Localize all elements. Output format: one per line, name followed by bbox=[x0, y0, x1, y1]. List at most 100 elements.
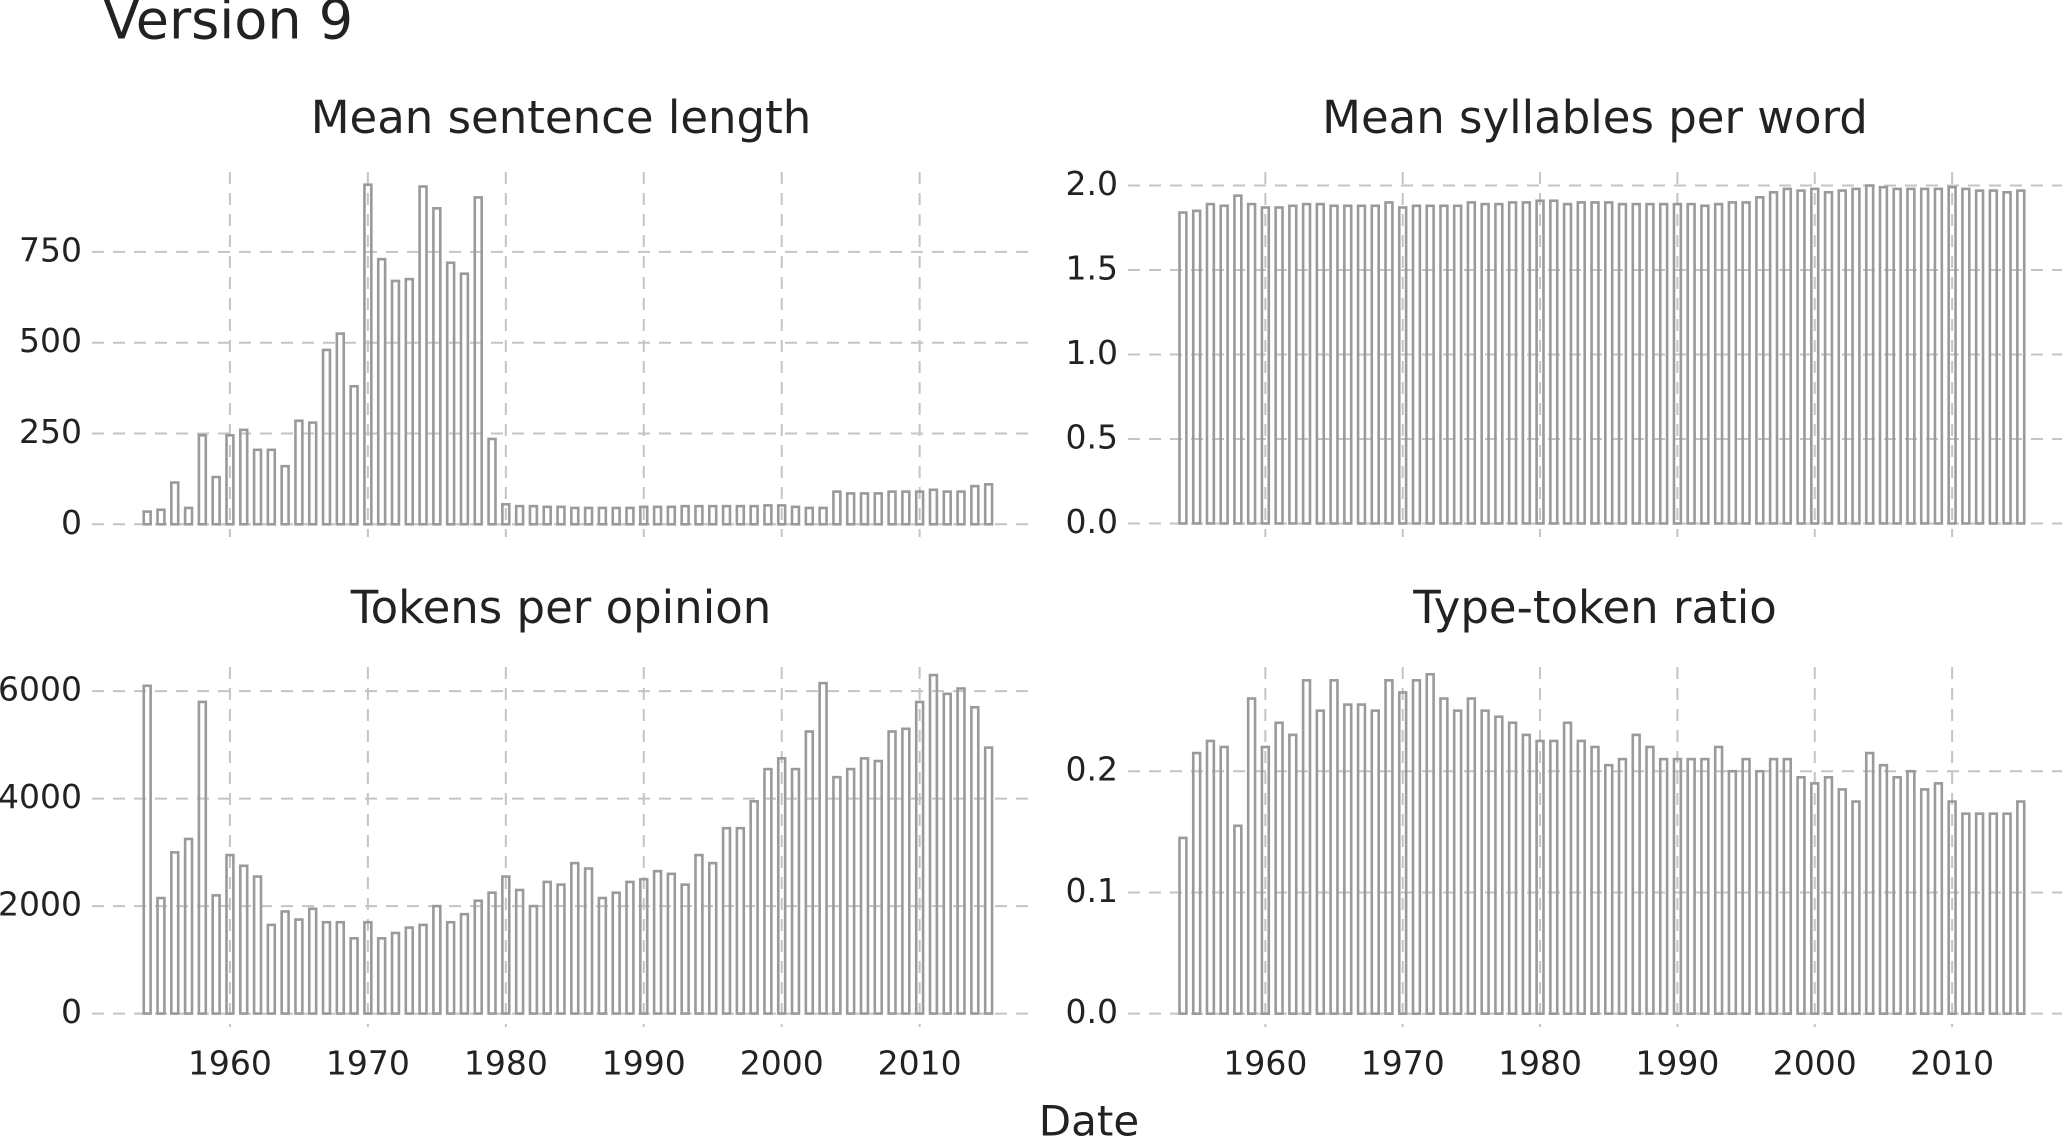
bar bbox=[804, 506, 815, 526]
bar bbox=[528, 504, 539, 526]
bar bbox=[1549, 199, 1559, 525]
bar bbox=[1233, 824, 1243, 1015]
bar bbox=[1768, 190, 1779, 525]
bar bbox=[597, 896, 608, 1015]
bar bbox=[694, 853, 704, 1015]
bar bbox=[1604, 763, 1614, 1015]
bar bbox=[776, 757, 787, 1015]
bar bbox=[1631, 202, 1641, 525]
bar bbox=[983, 746, 994, 1015]
bar bbox=[1823, 190, 1834, 525]
bar bbox=[501, 875, 511, 1015]
bar bbox=[1810, 782, 1820, 1015]
bar bbox=[1549, 739, 1559, 1015]
y-tick-label: 1.0 bbox=[1066, 333, 1118, 372]
bar bbox=[307, 421, 318, 526]
bar bbox=[1521, 733, 1532, 1015]
bar bbox=[1288, 204, 1298, 525]
bar bbox=[459, 272, 470, 526]
bar bbox=[942, 692, 952, 1015]
bar bbox=[542, 505, 552, 526]
bar bbox=[170, 481, 180, 526]
bar bbox=[225, 434, 235, 526]
bar bbox=[901, 490, 911, 526]
bar bbox=[1796, 189, 1806, 525]
bar bbox=[1658, 202, 1669, 525]
bar bbox=[859, 492, 870, 526]
bar bbox=[1219, 745, 1229, 1015]
y-tick-label: 1.5 bbox=[1066, 249, 1118, 288]
bar bbox=[1961, 812, 1971, 1015]
bar bbox=[1604, 201, 1614, 525]
bar bbox=[1274, 721, 1284, 1015]
bar bbox=[694, 504, 704, 526]
y-tick-label: 0.0 bbox=[1066, 502, 1118, 541]
bar bbox=[639, 505, 649, 526]
bar bbox=[514, 504, 525, 526]
bar bbox=[597, 506, 608, 526]
bar bbox=[321, 920, 332, 1015]
bar bbox=[487, 437, 497, 526]
bar bbox=[735, 826, 746, 1015]
bar bbox=[1480, 202, 1490, 525]
bar bbox=[1974, 812, 1985, 1015]
bar bbox=[1672, 202, 1683, 525]
bar bbox=[611, 891, 621, 1015]
bar bbox=[321, 348, 332, 526]
bar bbox=[418, 923, 428, 1015]
panel-title: Type-token ratio bbox=[1412, 581, 1777, 634]
x-tick-label: 1960 bbox=[188, 1044, 272, 1083]
bar bbox=[459, 912, 470, 1015]
bar bbox=[252, 875, 263, 1015]
bar bbox=[1494, 202, 1504, 525]
y-tick-label: 0.1 bbox=[1066, 871, 1118, 910]
bar bbox=[583, 867, 594, 1015]
bar bbox=[818, 506, 828, 526]
y-tick-label: 2000 bbox=[0, 885, 82, 924]
bar bbox=[1384, 679, 1394, 1015]
bar bbox=[956, 490, 966, 526]
bar bbox=[1562, 202, 1573, 525]
bar bbox=[570, 861, 580, 1015]
bar bbox=[1397, 206, 1408, 525]
bar bbox=[307, 907, 318, 1015]
bar bbox=[1425, 204, 1435, 525]
bar bbox=[942, 490, 952, 526]
bar bbox=[1315, 709, 1326, 1015]
bar bbox=[1864, 751, 1875, 1015]
bar bbox=[832, 490, 842, 526]
bar bbox=[790, 767, 801, 1015]
bar bbox=[294, 918, 304, 1015]
bar bbox=[666, 872, 677, 1015]
bar bbox=[1576, 739, 1586, 1015]
bar bbox=[914, 490, 925, 526]
bar bbox=[197, 700, 208, 1015]
bar bbox=[445, 920, 456, 1015]
x-tick-label: 1970 bbox=[326, 1044, 410, 1083]
bar bbox=[680, 883, 690, 1015]
bar bbox=[170, 851, 180, 1015]
bar bbox=[859, 757, 870, 1015]
bar bbox=[707, 861, 718, 1015]
bar bbox=[1246, 697, 1257, 1015]
bar bbox=[1343, 204, 1353, 525]
bar bbox=[749, 800, 759, 1015]
bar bbox=[1851, 800, 1861, 1015]
bar bbox=[1384, 201, 1394, 525]
bar bbox=[887, 490, 897, 526]
bar bbox=[1466, 201, 1477, 525]
bar bbox=[763, 504, 773, 526]
bar bbox=[1617, 202, 1628, 525]
bar bbox=[1452, 204, 1463, 525]
bar bbox=[1439, 204, 1449, 525]
bar bbox=[845, 767, 856, 1015]
bar bbox=[1370, 709, 1380, 1015]
bar bbox=[1205, 739, 1216, 1015]
bar bbox=[390, 279, 401, 526]
bar bbox=[1439, 697, 1449, 1015]
bar bbox=[1521, 201, 1532, 525]
y-tick-label: 750 bbox=[19, 230, 82, 269]
bar bbox=[1329, 204, 1339, 525]
bar bbox=[1494, 715, 1504, 1015]
